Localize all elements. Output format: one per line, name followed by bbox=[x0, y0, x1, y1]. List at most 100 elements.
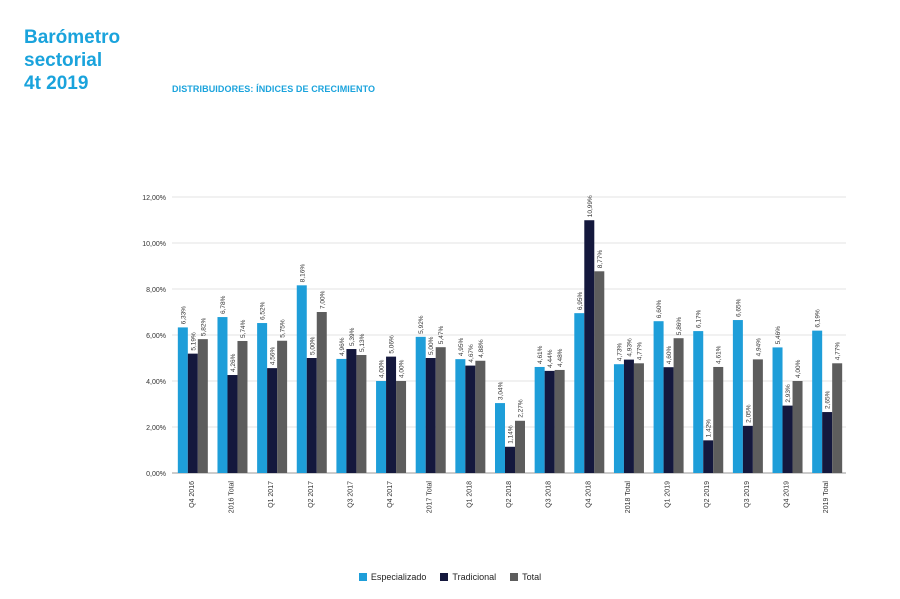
x-tick-label: 2018 Total bbox=[625, 481, 632, 514]
data-label: 4,96% bbox=[339, 337, 346, 356]
bar-total bbox=[673, 338, 684, 473]
data-label: 6,17% bbox=[696, 309, 703, 328]
data-label: 6,33% bbox=[180, 306, 187, 325]
data-label: 4,00% bbox=[399, 359, 406, 378]
bar-total bbox=[792, 381, 803, 473]
bar-especializado bbox=[257, 323, 268, 473]
data-label: 10,99% bbox=[587, 195, 594, 217]
x-tick-label: Q2 2017 bbox=[308, 481, 315, 508]
legend-label-total: Total bbox=[522, 572, 542, 582]
y-tick-label: 2,00% bbox=[146, 425, 166, 432]
x-tick-label: Q4 2016 bbox=[189, 481, 196, 508]
data-label: 5,92% bbox=[418, 315, 425, 334]
main-title-line-1: Barómetro bbox=[24, 27, 121, 48]
main-title-line-3: 4t 2019 bbox=[24, 73, 89, 94]
data-label: 4,00% bbox=[379, 359, 386, 378]
data-label: 5,74% bbox=[240, 319, 247, 338]
y-tick-label: 0,00% bbox=[146, 471, 166, 478]
x-tick-label: Q4 2018 bbox=[585, 481, 592, 508]
y-tick-label: 6,00% bbox=[146, 333, 166, 340]
x-tick-label: Q2 2018 bbox=[506, 481, 513, 508]
bar-especializado bbox=[217, 317, 228, 473]
chart-subtitle: DISTRIBUIDORES: ÍNDICES DE CRECIMIENTO bbox=[172, 84, 376, 94]
data-label: 5,13% bbox=[359, 333, 366, 352]
legend-item-especializado: Especializado bbox=[358, 572, 427, 582]
x-tick-label: Q1 2017 bbox=[268, 481, 275, 508]
data-label: 4,93% bbox=[626, 338, 633, 357]
bar-especializado bbox=[693, 331, 704, 473]
data-label: 4,61% bbox=[537, 345, 544, 364]
legend-swatch-tradicional bbox=[440, 573, 449, 581]
bar-tradicional bbox=[663, 367, 674, 473]
x-tick-label: Q3 2017 bbox=[347, 481, 354, 508]
x-tick-label: 2019 Total bbox=[823, 481, 830, 514]
data-label: 5,82% bbox=[200, 317, 207, 336]
bar-total bbox=[832, 363, 843, 473]
data-label: 4,94% bbox=[755, 338, 762, 357]
bar-especializado bbox=[732, 320, 743, 473]
data-label: 2,65% bbox=[825, 390, 832, 409]
y-tick-label: 12,00% bbox=[142, 195, 166, 202]
bar-total bbox=[396, 381, 407, 473]
data-label: 4,95% bbox=[458, 337, 465, 356]
bar-tradicional bbox=[187, 353, 198, 473]
bar-tradicional bbox=[822, 412, 833, 473]
bar-total bbox=[316, 312, 327, 473]
bar-total bbox=[356, 355, 367, 473]
bar-especializado bbox=[455, 359, 466, 473]
bar-tradicional bbox=[227, 375, 238, 473]
data-label: 4,88% bbox=[478, 339, 485, 358]
data-label: 2,93% bbox=[785, 384, 792, 403]
data-label: 2,27% bbox=[518, 399, 525, 418]
data-label: 4,44% bbox=[547, 349, 554, 368]
main-title: Barómetro sectorial 4t 2019 bbox=[24, 26, 154, 95]
data-label: 4,00% bbox=[795, 359, 802, 378]
bar-total bbox=[197, 339, 208, 473]
bar-tradicional bbox=[544, 370, 555, 473]
bar-especializado bbox=[336, 358, 347, 473]
data-label: 5,46% bbox=[775, 326, 782, 345]
bar-especializado bbox=[574, 313, 585, 473]
data-label: 4,77% bbox=[835, 342, 842, 361]
bar-especializado bbox=[812, 330, 823, 473]
x-tick-label: Q3 2019 bbox=[744, 481, 751, 508]
bar-tradicional bbox=[306, 358, 317, 473]
data-label: 3,04% bbox=[498, 381, 505, 400]
data-label: 2,05% bbox=[745, 404, 752, 423]
legend-swatch-especializado bbox=[358, 573, 367, 581]
bar-total bbox=[277, 340, 288, 473]
data-label: 4,26% bbox=[230, 353, 237, 372]
data-label: 5,19% bbox=[190, 332, 197, 351]
legend-label-especializado: Especializado bbox=[370, 572, 427, 582]
bar-tradicional bbox=[465, 365, 476, 473]
x-tick-label: 2016 Total bbox=[228, 481, 235, 514]
data-label: 1,42% bbox=[706, 419, 713, 438]
data-label: 5,86% bbox=[676, 317, 683, 336]
data-label: 4,56% bbox=[270, 346, 277, 365]
data-label: 6,60% bbox=[656, 300, 663, 319]
legend-item-tradicional: Tradicional bbox=[440, 572, 496, 582]
legend-item-total: Total bbox=[510, 572, 541, 582]
bar-tradicional bbox=[267, 368, 278, 473]
bar-especializado bbox=[415, 336, 426, 473]
legend-swatch-total bbox=[510, 573, 519, 581]
data-label: 5,39% bbox=[349, 327, 356, 346]
data-label: 5,75% bbox=[280, 319, 287, 338]
y-tick-label: 4,00% bbox=[146, 379, 166, 386]
bar-total bbox=[435, 347, 446, 473]
data-label: 5,00% bbox=[309, 336, 316, 355]
data-label: 4,67% bbox=[468, 344, 475, 363]
bar-tradicional bbox=[425, 358, 436, 473]
bar-tradicional bbox=[386, 356, 397, 473]
bar-total bbox=[515, 420, 525, 473]
x-tick-label: Q1 2019 bbox=[665, 481, 672, 508]
bar-total bbox=[594, 271, 605, 473]
bar-total bbox=[713, 366, 724, 473]
data-label: 6,78% bbox=[220, 295, 227, 314]
data-label: 6,19% bbox=[815, 309, 822, 328]
data-label: 5,47% bbox=[438, 326, 445, 345]
bar-especializado bbox=[376, 381, 387, 473]
bar-especializado bbox=[534, 366, 545, 473]
x-tick-label: Q4 2019 bbox=[784, 481, 791, 508]
bar-tradicional bbox=[782, 405, 793, 473]
